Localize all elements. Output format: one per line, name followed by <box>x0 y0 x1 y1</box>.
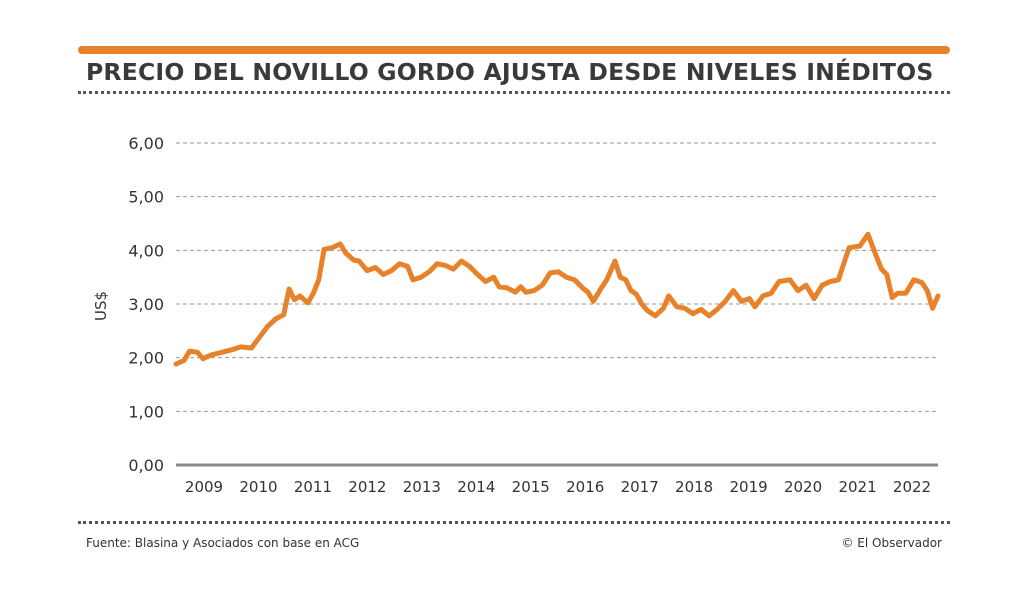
x-tick-label: 2022 <box>893 478 931 496</box>
x-tick-label: 2020 <box>784 478 822 496</box>
x-tick-label: 2012 <box>348 478 386 496</box>
series-line <box>173 231 941 367</box>
x-tick-label: 2009 <box>185 478 223 496</box>
x-tick-label: 2014 <box>457 478 495 496</box>
x-tick-label: 2015 <box>512 478 550 496</box>
top-accent-bar <box>78 46 950 54</box>
x-tick-label: 2016 <box>566 478 604 496</box>
x-tick-label: 2021 <box>838 478 876 496</box>
title-divider <box>78 91 950 94</box>
y-tick-label: 0,00 <box>128 456 164 475</box>
y-axis-label: US$ <box>92 291 110 321</box>
y-tick-label: 6,00 <box>128 134 164 153</box>
x-tick-label: 2019 <box>730 478 768 496</box>
y-tick-label: 3,00 <box>128 295 164 314</box>
y-tick-label: 4,00 <box>128 241 164 260</box>
y-tick-label: 5,00 <box>128 188 164 207</box>
footer-divider <box>78 521 950 524</box>
chart-title: PRECIO DEL NOVILLO GORDO AJUSTA DESDE NI… <box>86 58 934 86</box>
y-tick-label: 1,00 <box>128 402 164 421</box>
x-tick-label: 2018 <box>675 478 713 496</box>
x-tick-label: 2013 <box>403 478 441 496</box>
x-tick-label: 2011 <box>294 478 332 496</box>
y-tick-label: 2,00 <box>128 349 164 368</box>
x-tick-label: 2017 <box>621 478 659 496</box>
credit-note: © El Observador <box>841 536 942 550</box>
source-note: Fuente: Blasina y Asociados con base en … <box>86 536 360 550</box>
x-tick-label: 2010 <box>239 478 277 496</box>
